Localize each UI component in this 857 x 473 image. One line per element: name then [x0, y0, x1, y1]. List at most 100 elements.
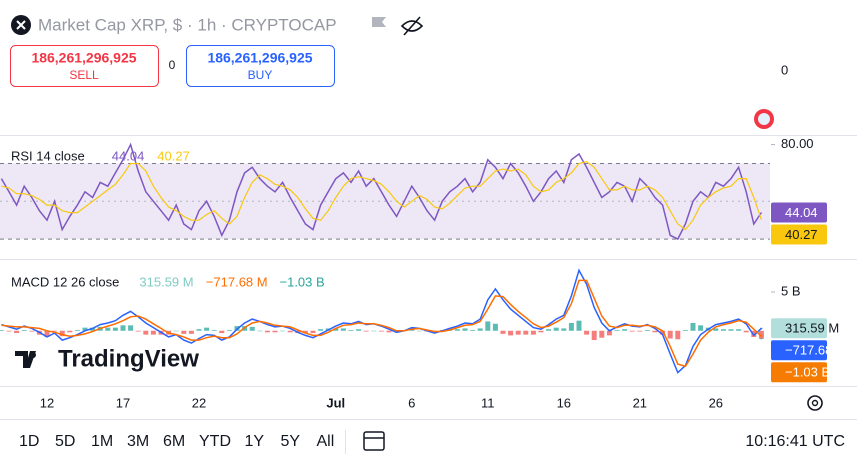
- histogram-bar: [736, 329, 742, 331]
- y-tick-label: 5 B: [781, 283, 801, 298]
- histogram-bar: [409, 329, 415, 331]
- histogram-bar: [14, 330, 20, 334]
- histogram-bar: [713, 328, 719, 331]
- rsi-line: [1, 160, 762, 231]
- value-badge-text: 44.04: [785, 205, 818, 220]
- histogram-bar: [751, 330, 757, 337]
- histogram-bar: [310, 330, 316, 334]
- sell-button[interactable]: [10, 45, 159, 87]
- histogram-bar: [173, 330, 179, 332]
- range-button[interactable]: YTD: [199, 433, 231, 450]
- settings-hub: [811, 399, 819, 407]
- price-axis-label: 0: [781, 62, 788, 77]
- histogram-bar: [568, 323, 574, 331]
- range-button[interactable]: 1M: [91, 433, 113, 450]
- histogram-bar: [675, 330, 681, 340]
- histogram-bar: [302, 330, 308, 334]
- macd-line: [1, 268, 762, 374]
- range-button[interactable]: 6M: [163, 433, 185, 450]
- histogram-bar: [135, 330, 141, 332]
- buy-price: 186,261,296,925: [207, 50, 312, 66]
- range-button[interactable]: 5D: [55, 433, 75, 450]
- histogram-bar: [378, 330, 384, 332]
- flag-icon[interactable]: [372, 17, 386, 27]
- value-badge: [771, 202, 827, 223]
- histogram-bar: [660, 330, 666, 335]
- logo-text: TradingView: [58, 345, 199, 372]
- value-badge-text: 315.59 M: [785, 321, 839, 336]
- range-button[interactable]: 5Y: [281, 433, 301, 450]
- histogram-bar: [128, 325, 134, 331]
- legend-value: 315.59 M: [139, 274, 193, 289]
- x-tick-label: 21: [633, 395, 647, 410]
- histogram-bar: [523, 330, 529, 335]
- histogram-bar: [356, 329, 362, 331]
- histogram-bar: [249, 326, 255, 331]
- histogram-bar: [150, 330, 156, 335]
- settings-gear: [807, 395, 823, 411]
- histogram-bar: [59, 330, 65, 337]
- date-range-icon[interactable]: [363, 431, 385, 451]
- histogram-bar: [470, 329, 476, 331]
- histogram-bar: [204, 327, 210, 331]
- settings-icon[interactable]: [807, 395, 823, 411]
- histogram-bar: [477, 328, 483, 331]
- range-button[interactable]: 3M: [127, 433, 149, 450]
- histogram-bar: [546, 329, 552, 331]
- buy-button[interactable]: [186, 45, 335, 87]
- range-button[interactable]: All: [317, 433, 335, 450]
- legend-value: 44.04: [112, 148, 145, 163]
- flag-badge-inner: [758, 113, 770, 125]
- value-badge-text: 40.27: [785, 227, 818, 242]
- hide-icon[interactable]: [400, 16, 424, 36]
- histogram-bar: [416, 330, 422, 332]
- histogram-bar: [44, 330, 50, 337]
- histogram-bar: [637, 330, 643, 332]
- x-tick-label: 6: [408, 395, 415, 410]
- value-badge: [771, 362, 827, 383]
- histogram-bar: [614, 329, 620, 331]
- range-button[interactable]: 1Y: [245, 433, 265, 450]
- histogram-bar: [340, 328, 346, 331]
- x-tick-label: 22: [192, 395, 206, 410]
- histogram-bar: [682, 329, 688, 331]
- histogram-bar: [280, 330, 286, 332]
- legend-value: −717.68 M: [206, 274, 268, 289]
- histogram-bar: [644, 329, 650, 331]
- histogram-bar: [728, 329, 734, 331]
- histogram-bar: [386, 330, 392, 333]
- histogram-bar: [143, 330, 149, 335]
- histogram-bar: [629, 330, 635, 332]
- range-button[interactable]: 1D: [19, 433, 39, 450]
- histogram-bar: [287, 330, 293, 333]
- histogram-bar: [211, 329, 217, 331]
- symbol-icon-x: [16, 20, 26, 30]
- value-badge: [771, 318, 827, 339]
- histogram-bar: [6, 330, 12, 332]
- x-tick-label: 12: [40, 395, 54, 410]
- histogram-bar: [454, 329, 460, 331]
- chart-title: Market Cap XRP, $ · 1h · CRYPTOCAP: [38, 15, 337, 34]
- calendar-body: [363, 431, 385, 451]
- histogram-bar: [82, 327, 88, 331]
- histogram-bar: [272, 330, 278, 333]
- histogram-bar: [758, 330, 764, 339]
- histogram-bar: [90, 327, 96, 331]
- histogram-bar: [74, 329, 80, 331]
- histogram-bar: [29, 330, 35, 332]
- histogram-bar: [485, 321, 491, 331]
- histogram-bar: [553, 327, 559, 331]
- histogram-bar: [561, 328, 567, 331]
- histogram-bar: [112, 327, 118, 331]
- histogram-bar: [120, 325, 126, 331]
- x-tick-label: 11: [481, 395, 495, 410]
- histogram-bar: [196, 329, 202, 331]
- value-badge-text: −1.03 B: [785, 365, 830, 380]
- sell-label: SELL: [69, 68, 99, 82]
- histogram-bar: [743, 330, 749, 333]
- histogram-bar: [606, 330, 612, 336]
- histogram-bar: [690, 323, 696, 331]
- macd-line: [1, 279, 762, 368]
- histogram-bar: [348, 329, 354, 331]
